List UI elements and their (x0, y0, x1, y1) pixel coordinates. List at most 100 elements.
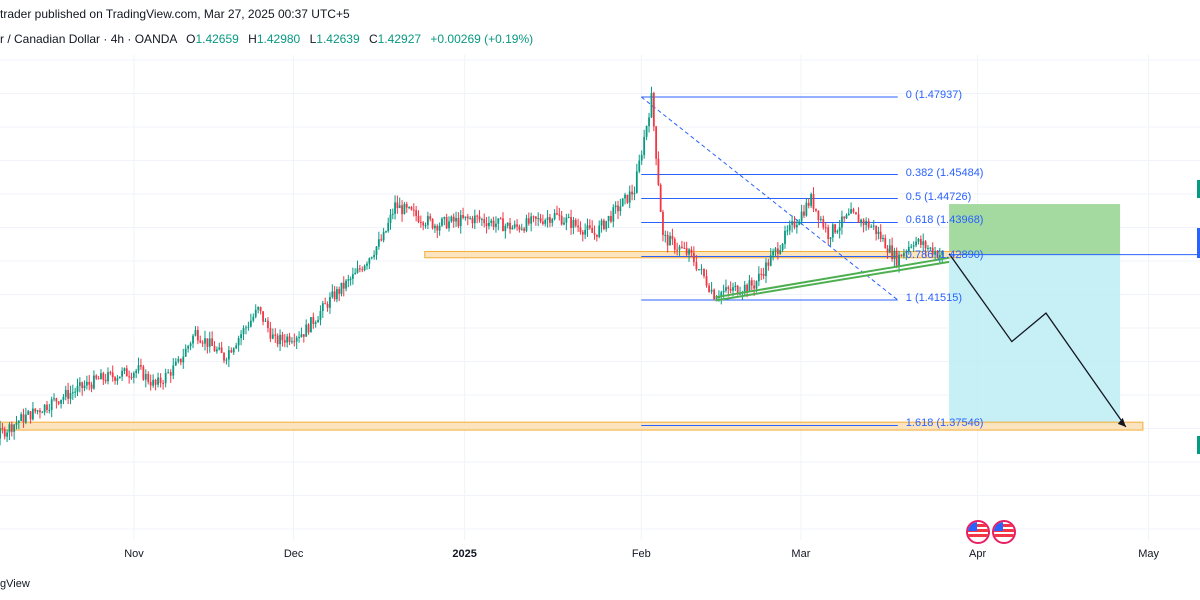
us-flag-icon[interactable] (966, 520, 990, 544)
tradingview-logo[interactable]: gView (0, 578, 30, 590)
candle-body (368, 258, 371, 264)
candle-body (450, 216, 453, 222)
candle-body (478, 216, 481, 220)
candle-body (810, 194, 813, 206)
candle-body (230, 350, 233, 353)
candle-body (483, 219, 486, 224)
candle-body (850, 209, 852, 214)
candle-body (541, 221, 544, 224)
candle-body (626, 194, 629, 203)
candle-body (473, 215, 476, 224)
candle-body (60, 399, 62, 404)
candle-body (194, 330, 197, 336)
x-tick-label: Dec (283, 548, 304, 560)
high-label: H (248, 32, 257, 46)
candle-body (118, 376, 121, 379)
candle-body (746, 284, 748, 291)
candle-body (748, 280, 751, 291)
candle-body (598, 225, 601, 237)
candle-body (286, 336, 289, 343)
candle-body (511, 227, 514, 230)
candle-body (476, 215, 479, 217)
candle-body (259, 307, 262, 312)
candle-body (586, 225, 589, 230)
candle-body (283, 340, 286, 343)
candle-body (342, 282, 345, 289)
candle-body (196, 330, 199, 341)
candle-body (8, 424, 11, 433)
candle-body (843, 216, 846, 219)
x-tick-label: 2025 (452, 548, 477, 560)
candle-body (553, 213, 556, 220)
candle-body (527, 218, 530, 224)
candle-body (300, 334, 303, 337)
candle-body (891, 245, 893, 260)
candle-body (36, 410, 39, 412)
x-tick-label: Nov (124, 548, 144, 560)
candle-body (20, 414, 23, 421)
candle-body (345, 280, 347, 289)
candle-body (396, 202, 399, 209)
candle-body (206, 338, 209, 347)
candle-body (471, 218, 474, 224)
candle-body (276, 335, 279, 345)
candle-body (700, 268, 703, 270)
candle-body (410, 207, 413, 210)
candle-body (67, 389, 70, 399)
candle-body (631, 191, 633, 195)
candle-body (605, 220, 608, 230)
candle-body (307, 324, 310, 333)
candle-body (612, 207, 615, 222)
price-scale-marker (1197, 228, 1200, 258)
candle-body (39, 410, 41, 413)
symbol-info-bar[interactable]: r / Canadian Dollar · 4h · OANDA O1.4265… (0, 32, 533, 46)
candle-body (452, 216, 455, 222)
candle-body (900, 254, 903, 257)
candle-body (220, 347, 223, 353)
candle-body (154, 379, 157, 385)
candle-body (558, 214, 561, 216)
candle-body (729, 288, 732, 291)
candle-body (55, 398, 58, 402)
candle-body (169, 372, 172, 376)
target-zone (949, 254, 1121, 426)
candle-body (462, 215, 464, 218)
candle-body (898, 254, 900, 266)
candle-body (78, 382, 81, 386)
candle-body (142, 366, 145, 380)
x-tick-label: Mar (791, 548, 811, 560)
us-flag-icon[interactable] (992, 520, 1016, 544)
candle-body (326, 303, 329, 308)
candle-body (57, 401, 60, 404)
candle-body (340, 282, 343, 294)
candle-body (358, 268, 361, 270)
candle-body (652, 93, 655, 127)
candle-body (903, 252, 905, 257)
candle-body (172, 365, 175, 376)
candle-body (509, 222, 511, 230)
candle-body (377, 239, 380, 247)
fib-level-label: 0.5 (1.44726) (905, 190, 972, 203)
candle-body (387, 222, 390, 232)
candle-body (354, 272, 357, 275)
candle-body (513, 224, 516, 228)
candle-body (886, 248, 889, 253)
candle-body (1, 428, 4, 430)
candle-body (240, 334, 242, 339)
candle-body (502, 218, 504, 232)
candle-body (577, 225, 579, 228)
candle-body (424, 224, 427, 226)
candle-body (829, 237, 832, 239)
candle-body (262, 311, 264, 322)
candle-body (497, 218, 500, 224)
candle-body (199, 340, 202, 343)
candle-body (356, 268, 359, 273)
candle-body (441, 218, 443, 226)
candle-body (819, 218, 822, 221)
candle-body (48, 409, 51, 411)
symbol-name[interactable]: r / Canadian Dollar · 4h · OANDA (0, 32, 177, 46)
candle-body (922, 241, 925, 245)
candle-body (109, 372, 112, 374)
candle-body (539, 218, 542, 222)
